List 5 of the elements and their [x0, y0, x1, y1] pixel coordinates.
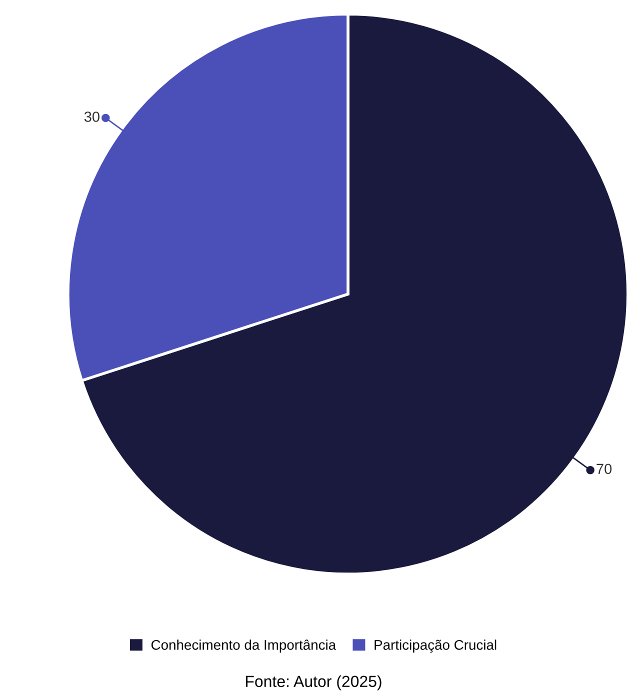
- source-note: Fonte: Autor (2025): [246, 675, 382, 690]
- data-label: 30: [84, 112, 100, 122]
- legend-label: Participação Crucial: [374, 640, 496, 653]
- legend-label: Conhecimento da Importância: [151, 640, 336, 653]
- data-label: 70: [596, 464, 612, 474]
